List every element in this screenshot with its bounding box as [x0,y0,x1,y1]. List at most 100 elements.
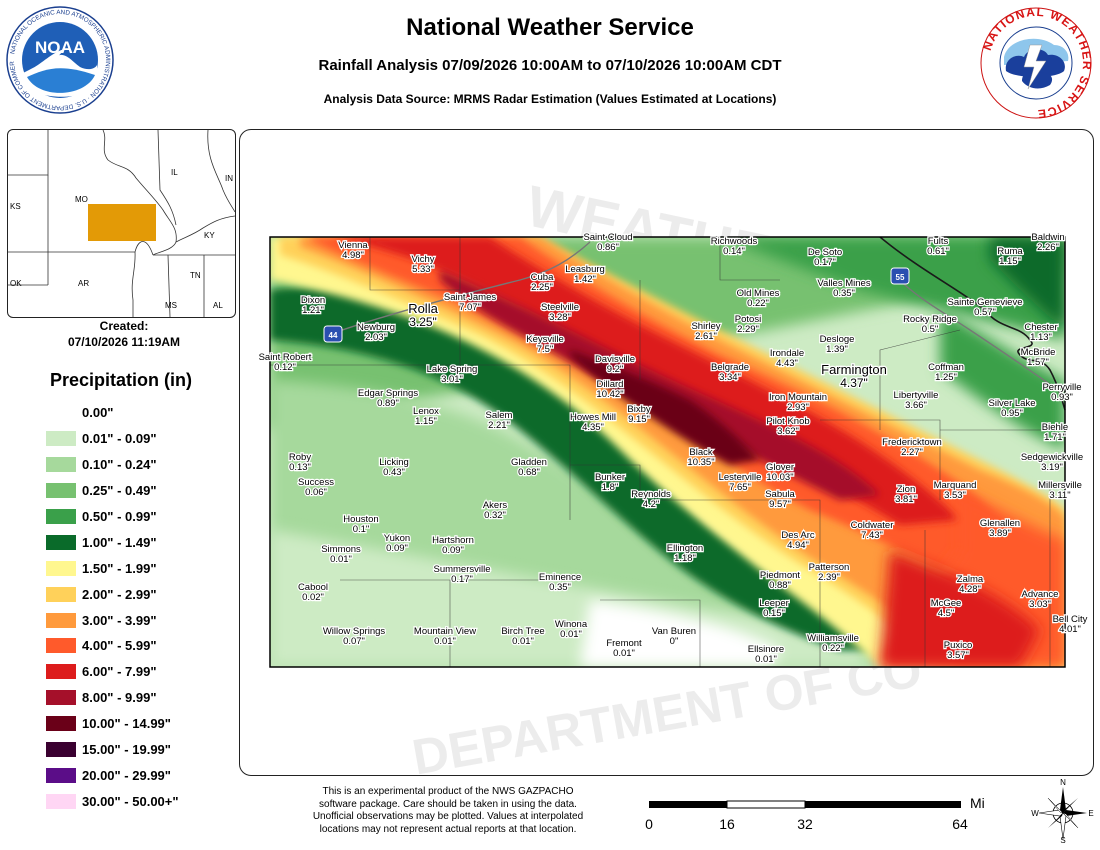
inset-label-ar: AR [78,279,90,288]
site-value: 7.5" [537,344,554,355]
site-value: 3.81" [895,494,917,505]
legend-swatch [46,483,76,499]
site-value: 3.11" [1049,490,1070,501]
legend-item: 0.50" - 0.99" [46,504,236,530]
site-value: 2.21" [488,420,510,431]
site-value: 2.25" [531,282,553,293]
page-title: National Weather Service [406,14,694,41]
site-name: Marquand [934,480,977,491]
site-value: 0.93" [1051,392,1073,403]
site-value: 4.5" [938,608,955,619]
legend-label: 8.00" - 9.99" [82,690,157,706]
legend-label: 0.00" [82,405,114,421]
legend-item: 1.00" - 1.49" [46,529,236,555]
site-name: Black [689,447,712,458]
site-name: Edgar Springs [358,388,418,399]
compass-s: S [1060,836,1065,844]
disclaimer-line: locations may not represent actual repor… [319,823,577,835]
site-name: Baldwin [1031,232,1064,243]
site-name: Sabula [765,489,795,500]
site-value: 4.01" [1059,624,1081,635]
inset-label-in: IN [225,174,233,183]
site-value: 0.88" [769,580,791,591]
site-name: Desloge [820,334,855,345]
site-value: 0.17" [814,257,836,268]
legend-label: 0.50" - 0.99" [82,509,157,524]
legend-swatch [46,690,76,706]
site-value: 3.66" [905,400,927,411]
site-value: 0.35" [549,582,571,593]
site-value: 10.35" [687,457,714,468]
site-name: Potosi [735,314,761,325]
site-name: Gladden [511,457,547,468]
site-value: 4.28" [959,584,981,595]
inset-label-ms: MS [165,301,177,310]
site-name: Saint Cloud [583,232,632,243]
inset-label-ky: KY [204,231,215,240]
interstate-55-shield: 55 [890,267,910,285]
created-value: 07/10/2026 11:19AM [67,335,181,349]
site-value: 4.98" [342,250,364,261]
legend-item: 2.00" - 2.99" [46,581,236,607]
legend-swatch [46,586,76,602]
site-value: 0.01" [512,636,534,647]
legend-swatch [46,767,76,783]
disclaimer-line: software package. Care should be taken i… [319,798,577,810]
site-value: 3.89" [989,528,1011,539]
site-value: 3.01" [441,374,463,385]
county-lines [270,237,1065,667]
legend-item: 15.00" - 19.99" [46,737,236,763]
interstate-55 [894,275,1066,396]
disclaimer: This is an experimental product of the N… [278,786,618,836]
legend-item: 3.00" - 3.99" [46,607,236,633]
site-value: 1.42" [574,274,596,285]
legend-swatch [46,742,76,758]
site-name: Zalma [957,574,984,585]
site-value: 2.61" [695,331,717,342]
compass-w: W [1031,809,1039,818]
site-value: 9.2" [607,364,624,375]
site-value: 0.86" [597,242,619,253]
site-value: 7.43" [861,530,883,541]
legend-label: 1.00" - 1.49" [82,534,157,550]
site-value: 1.15" [999,256,1021,267]
site-name: Shirley [691,321,720,332]
site-value: 2.27" [901,447,923,458]
scale-tick: 0 [645,816,653,832]
site-name: Richwoods [711,236,758,247]
legend-swatch [46,431,76,447]
legend-label: 20.00" - 29.99" [82,767,171,783]
site-value: 3.34" [719,372,741,383]
site-name: Birch Tree [501,626,544,637]
legend-item: 6.00" - 7.99" [46,659,236,685]
